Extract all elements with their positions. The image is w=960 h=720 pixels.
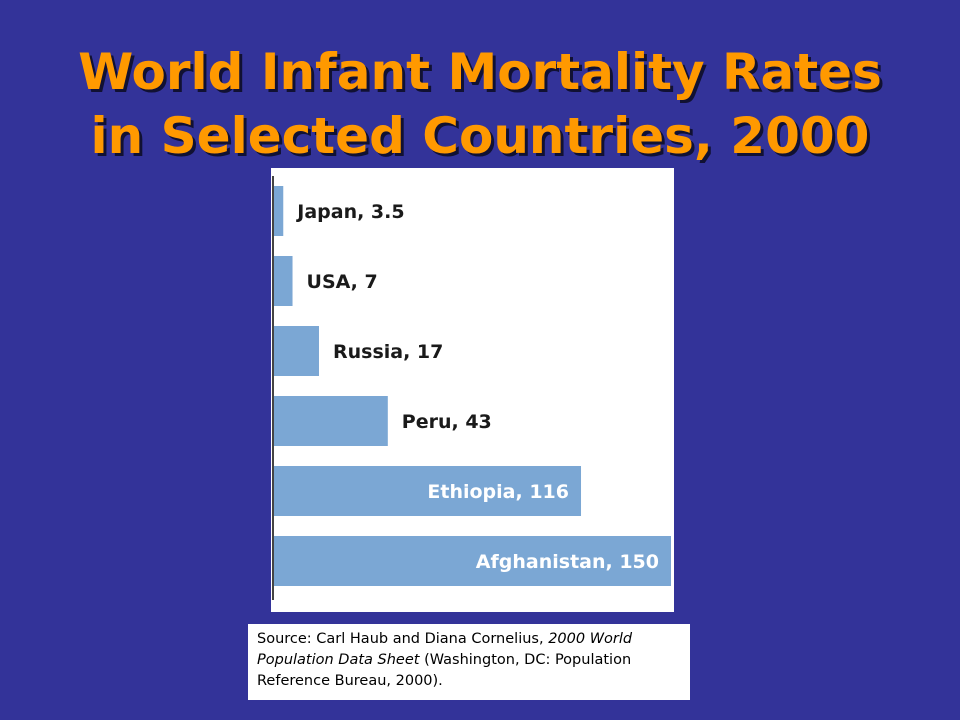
source-publication-title: 2000 World Population Data Sheet xyxy=(257,631,633,668)
bar-label-afghanistan: Afghanistan, 150 xyxy=(476,551,659,573)
bar-label-usa: USA, 7 xyxy=(307,271,378,293)
chart-panel: Japan, 3.5 USA, 7 Russia, 17 Peru, 43 Ethiop… xyxy=(271,168,674,612)
bar-label-peru: Peru, 43 xyxy=(402,411,492,433)
bar-russia xyxy=(274,326,319,376)
bar-label-ethiopia: Ethiopia, 116 xyxy=(427,481,569,503)
bar-label-japan: Japan, 3.5 xyxy=(295,201,404,223)
bar-ethiopia xyxy=(274,466,582,516)
bar-peru xyxy=(274,396,388,446)
slide-title-line-1: World Infant Mortality Rates xyxy=(78,43,882,101)
bar-usa xyxy=(274,256,293,306)
bar-afghanistan xyxy=(274,536,671,586)
slide-title-line-2: in Selected Countries, 2000 xyxy=(90,107,870,165)
infant-mortality-bar-chart: Japan, 3.5 USA, 7 Russia, 17 Peru, 43 Ethiop… xyxy=(272,176,671,600)
slide-title: World Infant Mortality Rates in Selected… xyxy=(0,40,960,168)
bar-japan xyxy=(274,186,284,236)
bar-label-russia: Russia, 17 xyxy=(333,341,443,363)
source-citation: Source: Carl Haub and Diana Cornelius, 2… xyxy=(248,624,690,700)
source-prefix: Source: Carl Haub and Diana Cornelius, xyxy=(257,631,549,647)
source-suffix: (Washington, DC: Population Reference Bu… xyxy=(257,652,632,689)
